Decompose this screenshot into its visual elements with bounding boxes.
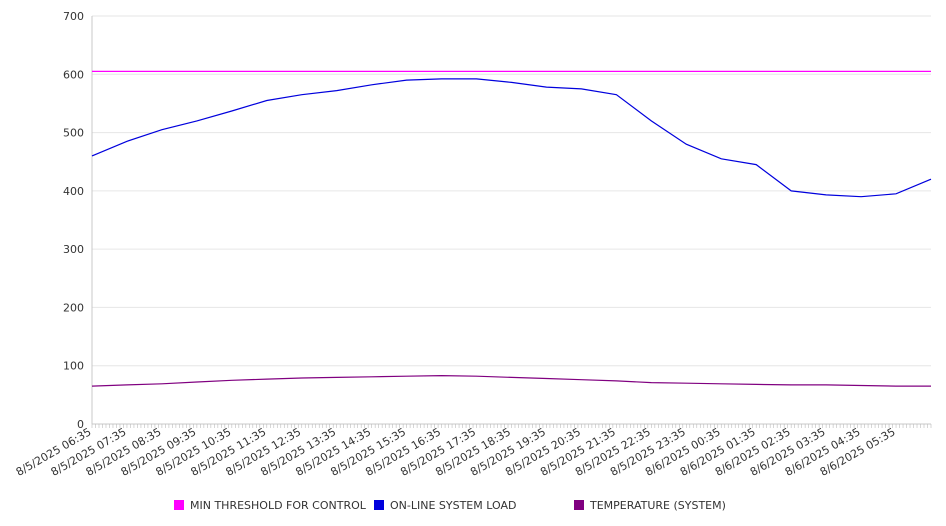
legend-label-1: MIN THRESHOLD FOR CONTROL [190,499,367,512]
y-tick-label-0: 0 [77,418,84,431]
legend-swatch-1 [174,500,184,510]
y-tick-label-300: 300 [63,243,84,256]
y-tick-label-600: 600 [63,68,84,81]
gridlines [92,15,931,425]
y-axis-tick-labels: 0 100 200 300 400 500 600 700 [63,10,84,431]
y-tick-label-100: 100 [63,360,84,373]
y-tick-label-500: 500 [63,127,84,140]
y-tick-label-200: 200 [63,301,84,314]
legend-swatch-3 [574,500,584,510]
y-tick-label-400: 400 [63,185,84,198]
legend: MIN THRESHOLD FOR CONTROL ON-LINE SYSTEM … [174,499,726,512]
legend-label-3: TEMPERATURE (SYSTEM) [589,499,726,512]
series-line-2 [91,78,932,198]
legend-label-2: ON-LINE SYSTEM LOAD [390,499,516,512]
y-tick-label-700: 700 [63,10,84,23]
axes [91,16,932,428]
x-axis-tick-labels: 8/5/2025 06:358/5/2025 07:358/5/2025 08:… [14,425,898,479]
series-line-3 [91,374,931,387]
series-lines [91,70,932,387]
legend-swatch-2 [374,500,384,510]
